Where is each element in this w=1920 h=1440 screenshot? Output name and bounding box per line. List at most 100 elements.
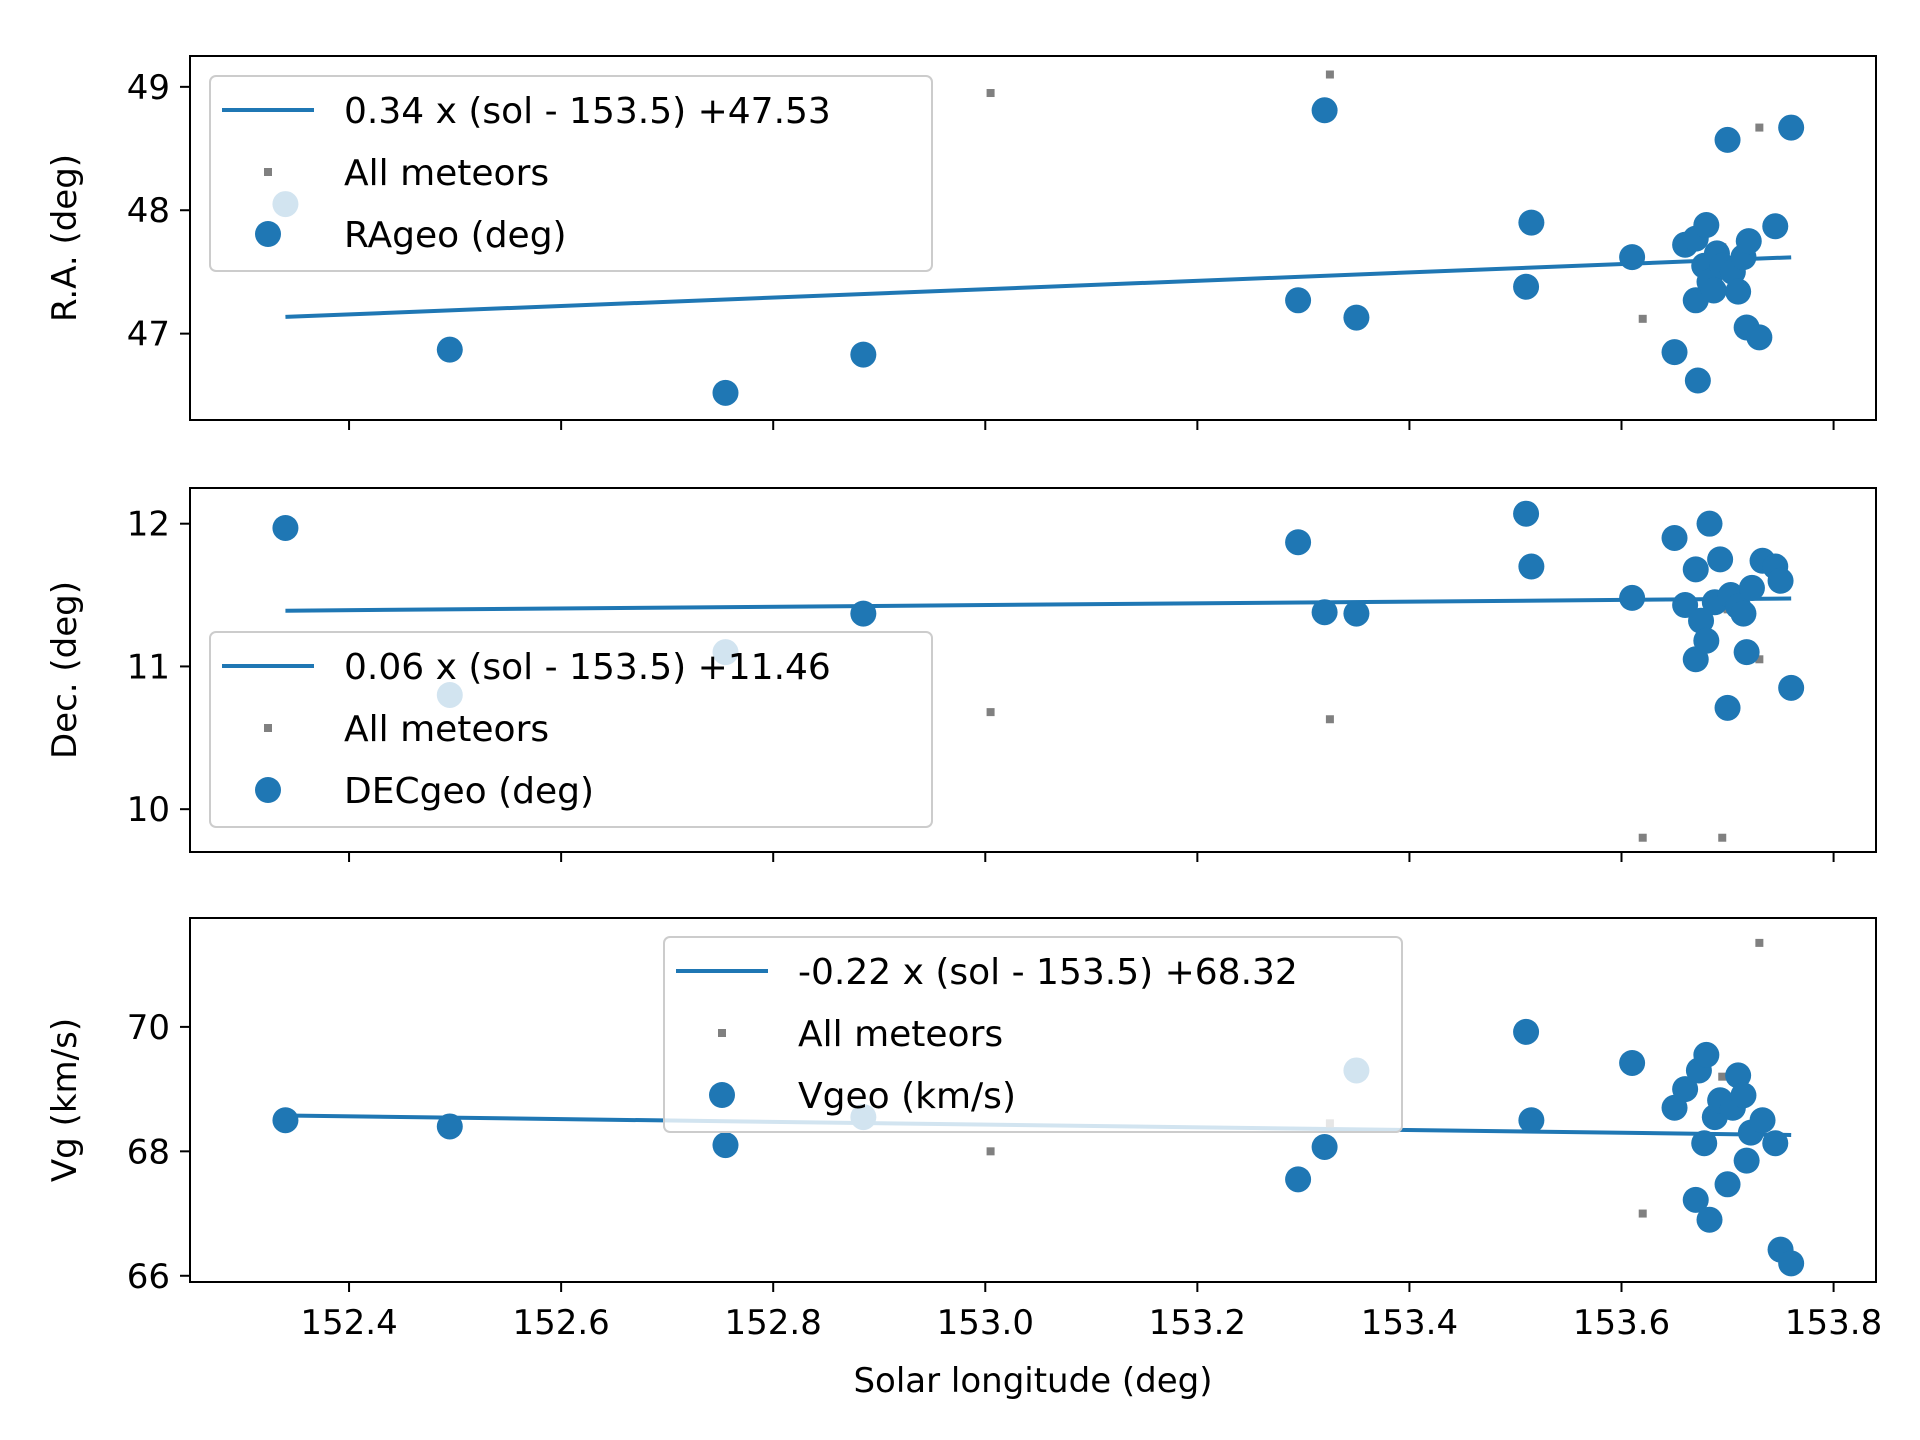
ra-data-point-21 bbox=[1714, 126, 1741, 153]
vg-data-point-5 bbox=[1311, 1133, 1338, 1160]
ra-data-point-8 bbox=[1518, 209, 1545, 236]
vg-axes-frame bbox=[189, 917, 1877, 1283]
ra-data-point-9 bbox=[1619, 244, 1646, 271]
ra-all-meteors-point-1 bbox=[986, 89, 995, 98]
ra-data-point-6 bbox=[1343, 304, 1370, 331]
ra-data-point-16 bbox=[1693, 212, 1720, 239]
vg-data-point-28 bbox=[1778, 1250, 1805, 1277]
vg-legend-series-label: Vgeo (km/s) bbox=[798, 1076, 1016, 1117]
vg-data-point-7 bbox=[1513, 1018, 1540, 1045]
ra-all-meteors-point-4 bbox=[1755, 123, 1764, 132]
vg-data-point-8 bbox=[1518, 1107, 1545, 1134]
dec-all-meteors-point-0 bbox=[986, 708, 995, 717]
vg-legend-all-meteors-label: All meteors bbox=[798, 1014, 1003, 1055]
dec-data-point-23 bbox=[1733, 639, 1760, 666]
dec-legend: 0.06 x (sol - 153.5) +11.46 All meteors DE… bbox=[209, 631, 933, 828]
dec-data-point-16 bbox=[1696, 510, 1723, 537]
vg-y-tick-label-2: 70 bbox=[127, 1008, 170, 1048]
ra-y-tick-label-2: 49 bbox=[127, 68, 170, 108]
vg-legend-box bbox=[663, 936, 1403, 1133]
x-tick-label-4: 153.2 bbox=[1149, 1303, 1246, 1343]
ra-data-point-28 bbox=[1762, 213, 1789, 240]
vg-all-meteors-point-2 bbox=[1638, 1209, 1647, 1218]
dec-all-meteors-point-2 bbox=[1638, 833, 1647, 842]
dec-y-axis-label: Dec. (deg) bbox=[45, 581, 85, 759]
dec-panel: 10 11 12 Dec. (deg) 0.06 x (sol - 153.5) +11… bbox=[45, 487, 1877, 862]
vg-data-point-21 bbox=[1725, 1062, 1752, 1089]
ra-all-meteors-point-3 bbox=[1638, 314, 1647, 323]
dec-all-meteors-point-4 bbox=[1755, 655, 1764, 664]
ra-data-point-4 bbox=[1285, 287, 1312, 314]
ra-y-axis-label: R.A. (deg) bbox=[45, 154, 85, 322]
ra-data-point-26 bbox=[1735, 228, 1762, 255]
vg-data-point-23 bbox=[1733, 1147, 1760, 1174]
dec-data-point-18 bbox=[1707, 546, 1734, 573]
x-tick-label-6: 153.6 bbox=[1573, 1303, 1670, 1343]
dec-fit-line bbox=[285, 596, 1792, 613]
ra-data-point-2 bbox=[712, 379, 739, 406]
vg-y-tick-label-1: 68 bbox=[127, 1132, 170, 1172]
vg-all-meteors-point-3 bbox=[1718, 1072, 1727, 1081]
ra-data-point-10 bbox=[1661, 339, 1688, 366]
ra-legend-fit-label: 0.34 x (sol - 153.5) +47.53 bbox=[344, 91, 831, 132]
ra-all-meteors-point-2 bbox=[1325, 70, 1334, 79]
vg-panel: 152.4 152.6 152.8 153.0 153.2 153.4 153.6 153.8… bbox=[45, 917, 1882, 1343]
ra-data-point-5 bbox=[1311, 97, 1338, 124]
vg-y-tick-label-0: 66 bbox=[127, 1257, 170, 1297]
x-axis-label: Solar longitude (deg) bbox=[853, 1361, 1212, 1401]
vg-legend-all-meteors-swatch bbox=[718, 1029, 726, 1037]
dec-data-point-5 bbox=[1311, 599, 1338, 626]
dec-y-tick-label-1: 11 bbox=[127, 647, 170, 687]
dec-legend-series-swatch bbox=[255, 777, 281, 803]
vg-legend-fit-label: -0.22 x (sol - 153.5) +68.32 bbox=[798, 952, 1298, 993]
vg-all-meteors-point-0 bbox=[986, 1147, 995, 1156]
dec-data-point-12 bbox=[1682, 556, 1709, 583]
ra-data-point-29 bbox=[1778, 114, 1805, 141]
dec-data-point-22 bbox=[1730, 600, 1757, 627]
ra-legend-all-meteors-label: All meteors bbox=[344, 153, 549, 194]
dec-data-point-4 bbox=[1285, 529, 1312, 556]
dec-axes-frame bbox=[189, 487, 1877, 853]
ra-legend-series-swatch bbox=[255, 221, 281, 247]
vg-y-axis-label: Vg (km/s) bbox=[45, 1018, 85, 1182]
vg-data-point-15 bbox=[1693, 1041, 1720, 1068]
ra-y-tick-label-0: 47 bbox=[127, 315, 170, 355]
ra-data-point-3 bbox=[850, 341, 877, 368]
ra-legend-series-label: RAgeo (deg) bbox=[344, 215, 567, 256]
vg-data-point-1 bbox=[436, 1113, 463, 1140]
dec-data-point-7 bbox=[1513, 500, 1540, 527]
vg-data-point-2 bbox=[712, 1132, 739, 1159]
vg-legend-series-swatch bbox=[709, 1082, 735, 1108]
x-tick-label-0: 152.4 bbox=[300, 1303, 397, 1343]
dec-data-point-9 bbox=[1619, 584, 1646, 611]
dec-data-point-15 bbox=[1693, 627, 1720, 654]
ra-fit-line bbox=[285, 255, 1792, 319]
vg-all-meteors-point-4 bbox=[1755, 938, 1764, 947]
dec-data-point-24 bbox=[1738, 574, 1765, 601]
ra-data-point-1 bbox=[436, 336, 463, 363]
dec-data-point-27 bbox=[1767, 567, 1794, 594]
dec-all-meteors-point-1 bbox=[1325, 715, 1334, 724]
ra-data-point-27 bbox=[1746, 324, 1773, 351]
dec-data-point-14 bbox=[1688, 607, 1715, 634]
ra-panel: 47 48 49 R.A. (deg) 0.34 x (sol - 153.5) +47… bbox=[45, 55, 1877, 430]
dec-legend-series-label: DECgeo (deg) bbox=[344, 771, 594, 812]
dec-data-point-3 bbox=[850, 600, 877, 627]
dec-all-meteors-point-3 bbox=[1718, 833, 1727, 842]
dec-data-point-28 bbox=[1778, 674, 1805, 701]
dec-data-point-19 bbox=[1714, 694, 1741, 721]
vg-data-point-19 bbox=[1714, 1171, 1741, 1198]
vg-data-point-0 bbox=[272, 1107, 299, 1134]
dec-legend-all-meteors-label: All meteors bbox=[344, 709, 549, 750]
dec-data-point-11 bbox=[1672, 592, 1699, 619]
ra-y-tick-label-1: 48 bbox=[127, 191, 170, 231]
vg-data-point-14 bbox=[1691, 1130, 1718, 1157]
dec-y-tick-label-0: 10 bbox=[127, 790, 170, 830]
ra-data-point-18 bbox=[1700, 277, 1727, 304]
vg-data-point-22 bbox=[1730, 1082, 1757, 1109]
ra-data-point-23 bbox=[1725, 278, 1752, 305]
ra-plot-area bbox=[272, 70, 1805, 406]
x-tick-label-1: 152.6 bbox=[512, 1303, 609, 1343]
x-tick-label-7: 153.8 bbox=[1785, 1303, 1882, 1343]
